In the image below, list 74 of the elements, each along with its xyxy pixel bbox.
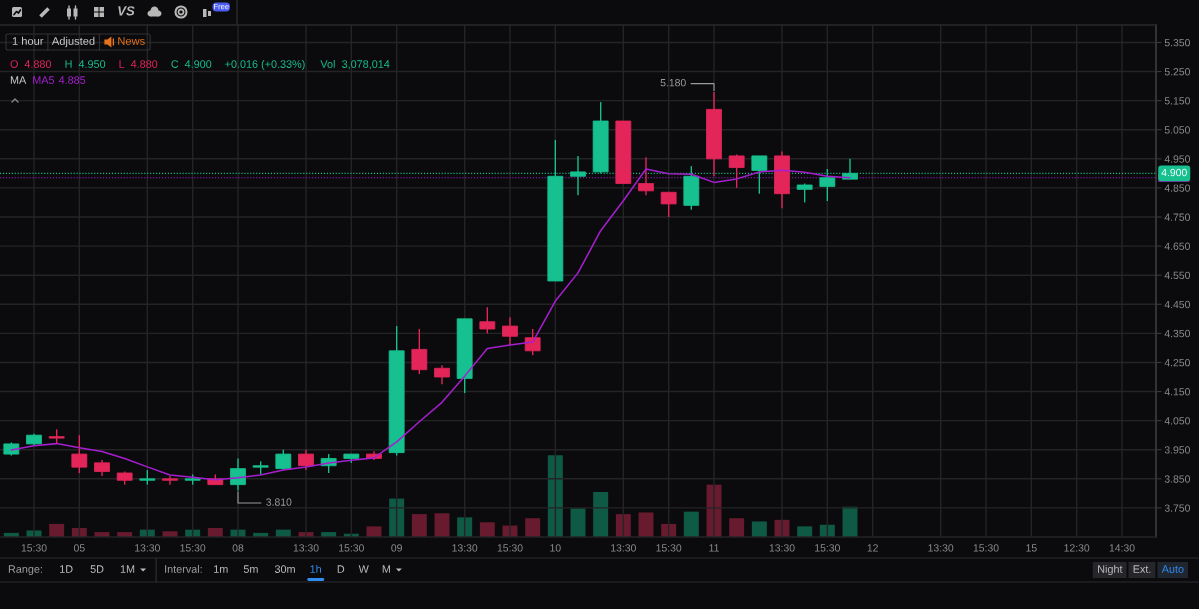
y-tick-label: 4.250	[1164, 358, 1190, 367]
text: 1M	[120, 565, 135, 573]
x-tick-label: 12:30	[1064, 544, 1090, 552]
annotation: C	[171, 60, 179, 68]
annotation: O	[10, 60, 18, 68]
text: 1D	[60, 565, 73, 573]
x-tick-label: 15:30	[656, 544, 682, 552]
y-tick-label: 4.550	[1164, 271, 1190, 280]
annotation: Vol	[320, 59, 335, 68]
y-tick-label: 5.150	[1164, 97, 1190, 105]
x-tick-label: 10	[550, 544, 561, 552]
annotation: MA	[10, 76, 27, 84]
text: W	[358, 565, 369, 573]
x-tick-label: 13:30	[611, 544, 636, 552]
text: Interval:	[165, 564, 202, 573]
y-tick-label: 5.350	[1164, 38, 1190, 47]
x-tick-label: 12	[867, 544, 878, 552]
y-tick-label: 4.850	[1164, 184, 1190, 192]
x-tick-label: 15:30	[180, 544, 206, 552]
annotation: 1 hour	[12, 36, 44, 45]
annotation: 3,078,014	[342, 60, 390, 70]
x-tick-label: 13:30	[135, 544, 160, 552]
y-tick-label: 3.750	[1164, 504, 1190, 512]
y-tick-label: 3.950	[1164, 446, 1190, 454]
y-tick-label: 4.050	[1164, 417, 1190, 425]
annotation: 4.900	[184, 60, 212, 68]
annotation: News	[118, 37, 145, 45]
x-tick-label: 14:30	[1109, 544, 1135, 552]
annotation: 3.810	[266, 498, 292, 506]
text: MA5	[33, 76, 55, 84]
x-tick-label: 11	[709, 544, 719, 552]
x-tick-label: 15:30	[973, 544, 999, 552]
x-tick-label: 13:30	[452, 544, 478, 552]
x-tick-label: 08	[232, 544, 244, 552]
x-tick-label: 15:30	[21, 544, 47, 552]
x-tick-label: 05	[73, 544, 85, 552]
text: 1h	[310, 564, 321, 573]
text: Night	[1098, 564, 1123, 576]
annotation: 4.880	[130, 60, 158, 68]
y-tick-label: 3.850	[1164, 475, 1190, 483]
x-tick-label: 15	[1026, 544, 1037, 552]
x-tick-label: 13:30	[928, 544, 954, 552]
y-tick-label: 5.050	[1164, 126, 1190, 134]
text: Ext.	[1133, 565, 1151, 573]
x-tick-label: 13:30	[293, 544, 319, 552]
annotation: +0.016 (+0.33%)	[225, 59, 305, 71]
text: Range:	[8, 565, 42, 576]
y-tick-label: 4.950	[1164, 155, 1190, 163]
text: 30m	[274, 565, 295, 573]
x-tick-label: 15:30	[497, 544, 523, 552]
y-tick-label: 4.650	[1164, 242, 1190, 250]
text: Auto	[1161, 565, 1184, 573]
y-tick-label: 4.750	[1164, 213, 1190, 221]
annotation: 4.885	[58, 76, 86, 84]
text: 5D	[90, 565, 104, 573]
y-tick-label: 4.450	[1164, 300, 1190, 309]
x-tick-label: 15:30	[339, 544, 364, 552]
annotation: 4.950	[78, 60, 106, 68]
annotation: L	[119, 60, 125, 68]
text: 1m	[214, 565, 228, 573]
y-tick-label: 4.350	[1164, 329, 1190, 338]
y-tick-label: 4.150	[1164, 388, 1190, 396]
text: VS	[118, 6, 135, 16]
x-tick-label: 15:30	[815, 544, 840, 552]
annotation: 4.880	[24, 60, 52, 68]
text: D	[337, 565, 345, 573]
x-tick-label: 13:30	[769, 544, 795, 552]
annotation: Adjusted	[51, 36, 95, 48]
annotation: 5.180	[660, 79, 686, 87]
annotation: H	[65, 60, 72, 68]
text: M	[382, 565, 391, 573]
x-tick-label: 09	[391, 544, 402, 552]
y-tick-label: 5.250	[1164, 68, 1190, 76]
text: 5m	[243, 565, 258, 573]
